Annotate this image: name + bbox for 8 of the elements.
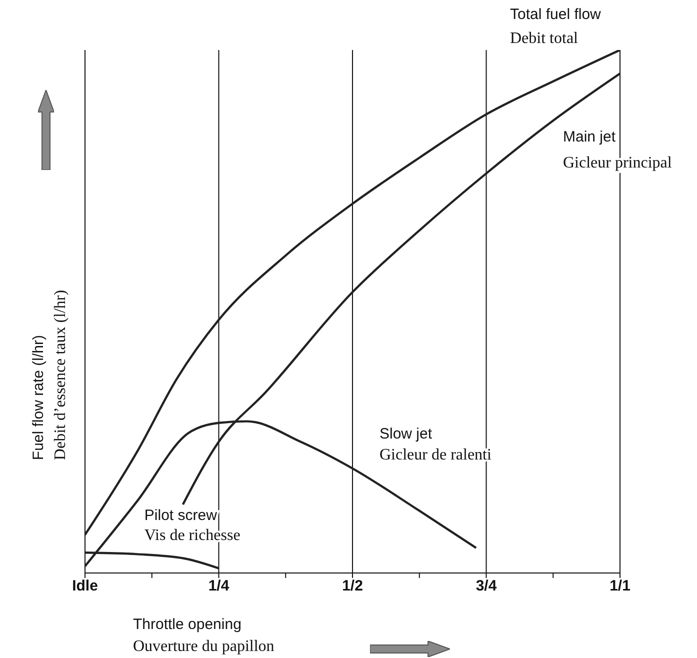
x-tick-label: Idle (72, 578, 98, 595)
x-tick-label: 1/4 (208, 578, 230, 595)
x-tick-label: 1/2 (342, 578, 363, 595)
x-tick-label: 1/1 (610, 578, 630, 595)
x-axis-title: Throttle opening Ouverture du papillon (133, 615, 274, 657)
y-axis-title: Fuel flow rate (l/hr) Debit d’essence taux (l/hr) (29, 290, 70, 460)
x-tick-label: 3/4 (476, 578, 498, 595)
series-label: Total fuel flow Debit total (510, 6, 602, 47)
